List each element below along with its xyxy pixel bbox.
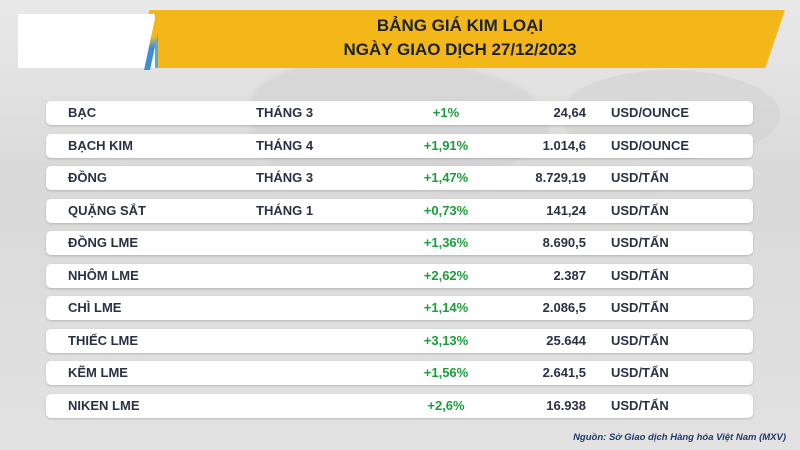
metal-name: BẠC <box>68 105 97 120</box>
contract-month: THÁNG 3 <box>256 105 314 120</box>
price-change: +2,6% <box>427 397 465 413</box>
price-value: 25.644 <box>546 332 586 348</box>
metal-name: NIKEN LME <box>68 397 140 413</box>
price-unit: USD/TẤN <box>611 332 669 348</box>
contract-month: THÁNG 3 <box>256 170 314 185</box>
source-note: Nguồn: Sở Giao dịch Hàng hóa Việt Nam (M… <box>573 432 786 443</box>
price-unit: USD/TẤN <box>611 267 669 283</box>
metal-name: CHÌ LME <box>68 300 122 315</box>
price-change: +1,91% <box>423 137 469 153</box>
metal-name: THIẾC LME <box>68 332 139 348</box>
metal-name: KẼM LME <box>68 365 128 380</box>
logo-placeholder <box>18 14 158 68</box>
price-change: +1,56% <box>423 365 469 380</box>
price-change: +3,13% <box>423 332 469 348</box>
table-row: KẼM LME +1,56% 2.641,5 USD/TẤN <box>46 361 753 385</box>
price-value: 2.086,5 <box>542 300 586 315</box>
price-value: 1.014,6 <box>542 137 586 153</box>
metal-name: BẠCH KIM <box>68 137 133 153</box>
contract-month: THÁNG 1 <box>256 202 314 218</box>
metal-name: QUẶNG SẮT <box>68 202 146 218</box>
price-unit: USD/TẤN <box>611 170 669 185</box>
price-unit: USD/TẤN <box>611 365 669 380</box>
table-row: QUẶNG SẮT THÁNG 1 +0,73% 141,24 USD/TẤN <box>46 198 753 223</box>
price-unit: USD/TẤN <box>611 300 669 315</box>
page-title: BẢNG GIÁ KIM LOẠI NGÀY GIAO DỊCH 27/12/2… <box>200 14 720 62</box>
table-row: THIẾC LME +3,13% 25.644 USD/TẤN <box>46 328 753 353</box>
price-value: 8.729,19 <box>535 170 586 185</box>
table-row: NIKEN LME +2,6% 16.938 USD/TẤN <box>46 393 753 418</box>
metal-name: ĐỒNG LME <box>68 235 139 250</box>
title-line-2: NGÀY GIAO DỊCH 27/12/2023 <box>343 40 577 59</box>
metal-name: ĐỒNG <box>68 170 107 185</box>
price-value: 141,24 <box>546 202 586 218</box>
table-row: ĐỒNG LME +1,36% 8.690,5 USD/TẤN <box>46 231 753 255</box>
price-value: 2.387 <box>553 267 586 283</box>
price-table: BẠC THÁNG 3 +1% 24,64 USD/OUNCE BẠCH KIM THÁNG… <box>46 101 753 426</box>
table-row: ĐỒNG THÁNG 3 +1,47% 8.729,19 USD/TẤN <box>46 166 753 190</box>
price-value: 24,64 <box>553 105 586 120</box>
price-value: 2.641,5 <box>542 365 586 380</box>
title-line-1: BẢNG GIÁ KIM LOẠI <box>376 16 544 35</box>
price-change: +2,62% <box>423 267 469 283</box>
table-row: CHÌ LME +1,14% 2.086,5 USD/TẤN <box>46 296 753 320</box>
metal-name: NHÔM LME <box>68 267 139 283</box>
header-banner <box>130 10 785 68</box>
table-row: BẠCH KIM THÁNG 4 +1,91% 1.014,6 USD/OUNCE <box>46 133 753 158</box>
price-unit: USD/OUNCE <box>611 105 690 120</box>
price-value: 8.690,5 <box>542 235 586 250</box>
table-row: NHÔM LME +2,62% 2.387 USD/TẤN <box>46 263 753 288</box>
contract-month: THÁNG 4 <box>256 137 314 153</box>
price-unit: USD/OUNCE <box>611 137 690 153</box>
price-unit: USD/TẤN <box>611 235 669 250</box>
price-change: +1,47% <box>423 170 469 185</box>
price-change: +1% <box>432 105 460 120</box>
price-unit: USD/TẤN <box>611 202 669 218</box>
table-row: BẠC THÁNG 3 +1% 24,64 USD/OUNCE <box>46 101 753 125</box>
price-change: +1,36% <box>423 235 469 250</box>
price-unit: USD/TẤN <box>611 397 669 413</box>
price-change: +0,73% <box>423 202 469 218</box>
price-change: +1,14% <box>423 300 469 315</box>
price-value: 16.938 <box>546 397 586 413</box>
